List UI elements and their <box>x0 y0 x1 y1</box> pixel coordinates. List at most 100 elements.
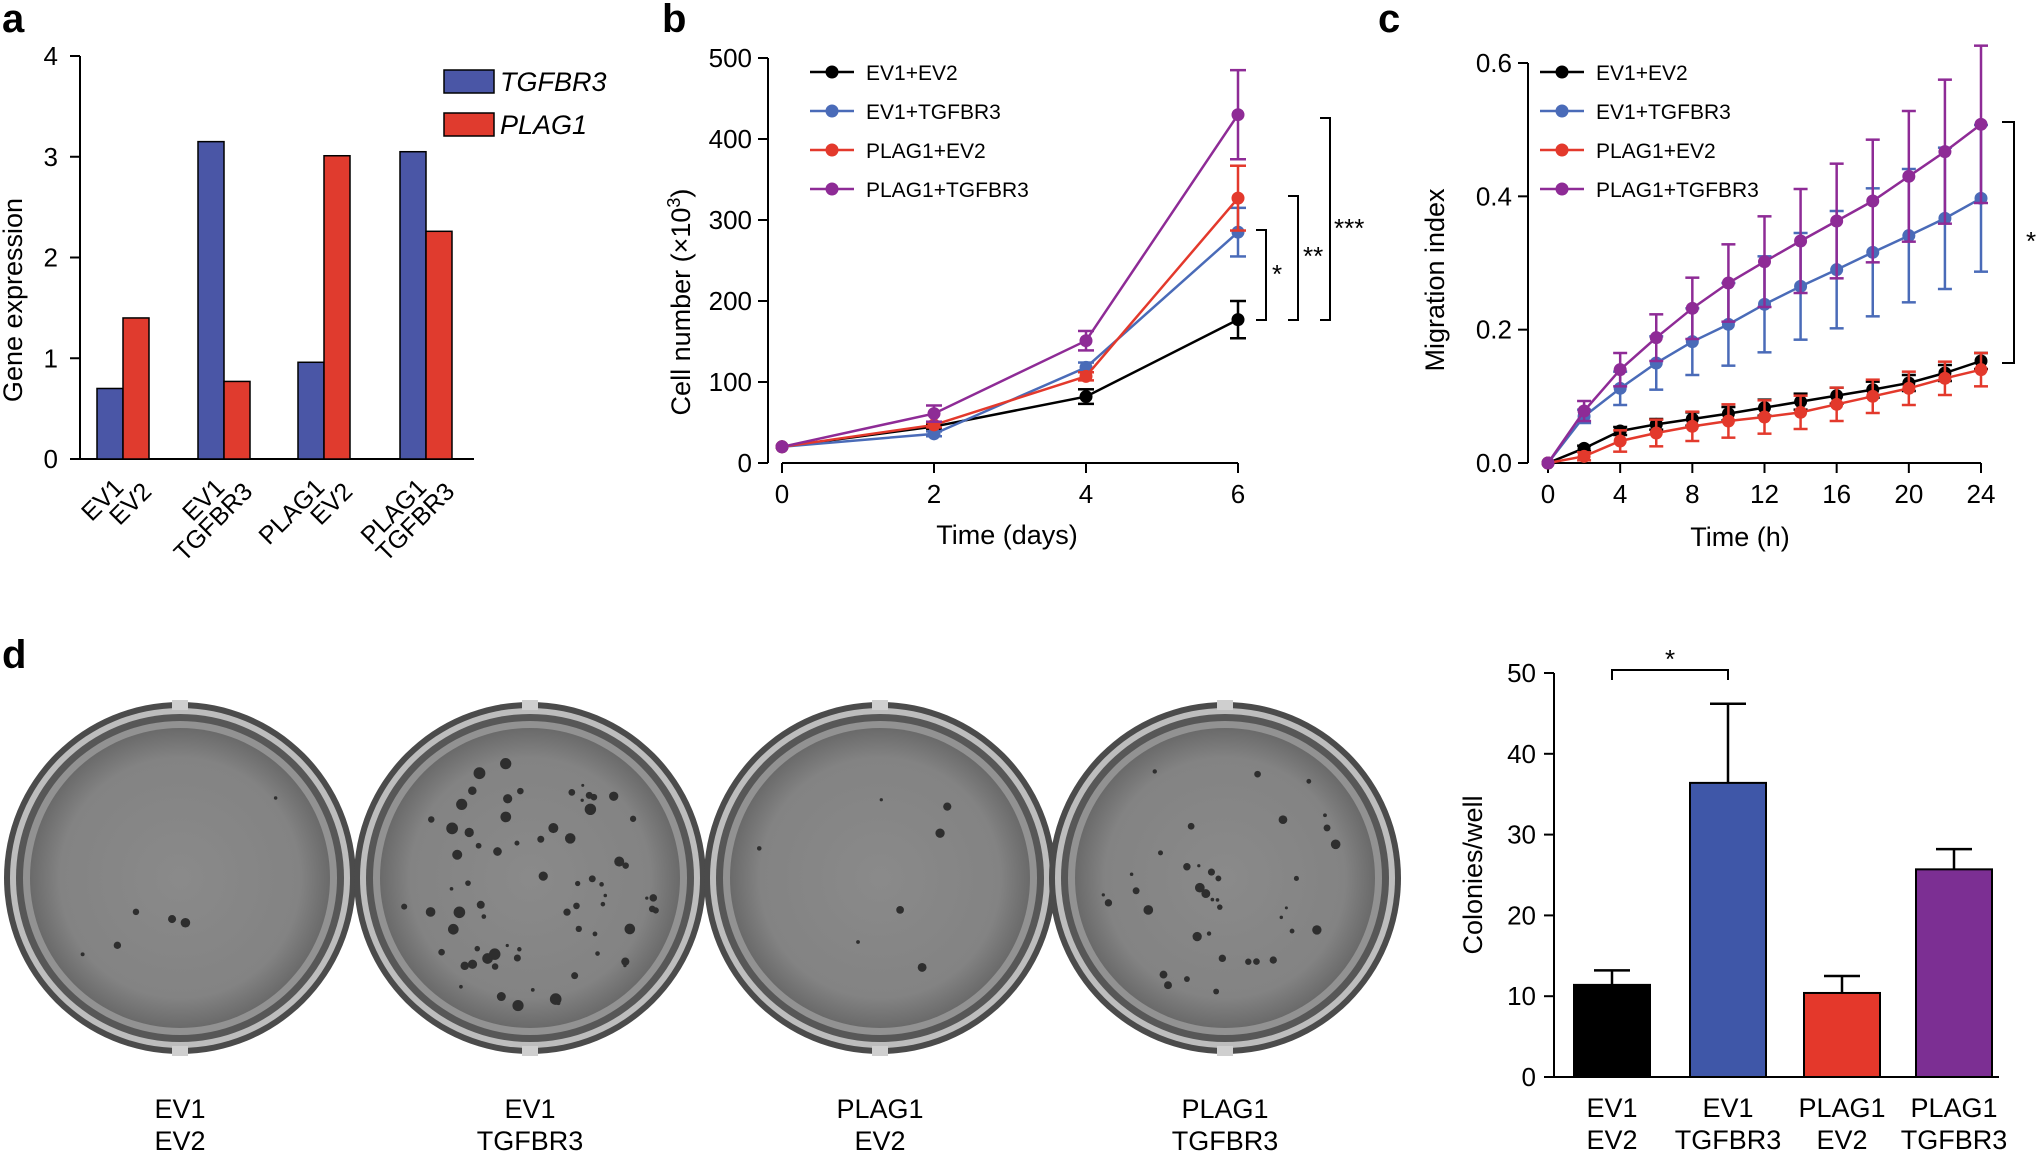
colony <box>1143 905 1154 915</box>
panel-c-xtick-label: 8 <box>1685 479 1699 509</box>
panel-d-ytick-label: 10 <box>1507 981 1536 1011</box>
panel-d-sig-label: * <box>1665 644 1675 674</box>
colony <box>496 992 506 1002</box>
panel-b-line-plag1-tgfbr3 <box>781 114 1240 449</box>
plate-tab <box>1217 1046 1233 1056</box>
colony <box>1164 981 1172 990</box>
panel-b-xtick-label: 0 <box>775 479 789 509</box>
panel-a-ylabel: Gene expression <box>0 198 28 402</box>
colony <box>1312 925 1322 935</box>
colony <box>273 796 278 800</box>
colony <box>622 862 629 869</box>
panel-b-xtick-label: 2 <box>927 479 941 509</box>
panel-b-legend-label-plag1-ev2: PLAG1+EV2 <box>866 140 986 163</box>
panel-a-bar-plag1 <box>223 380 251 460</box>
panel-c-point-plag1-ev2 <box>1613 434 1627 448</box>
panel-a-bar-chart: Gene expression TGFBR3 PLAG1 01234EV1EV2… <box>0 41 607 567</box>
colony <box>614 856 625 867</box>
panel-a-bar-tgfbr3 <box>197 140 225 460</box>
panel-a-ytick-label: 4 <box>44 41 58 71</box>
colony <box>580 798 584 802</box>
panel-a-ytick-label: 2 <box>44 243 58 273</box>
colony <box>474 945 481 952</box>
panel-c-xlabel: Time (h) <box>1690 522 1790 552</box>
panel-c-point-plag1-tgfbr3 <box>1613 363 1627 377</box>
colony <box>488 948 501 960</box>
colony <box>512 999 524 1012</box>
colony <box>595 951 600 956</box>
panel-c-point-plag1-tgfbr3 <box>1541 456 1555 470</box>
panel-b-xlabel: Time (days) <box>936 520 1078 550</box>
panel-b-legend-label-plag1-tgfbr3: PLAG1+TGFBR3 <box>866 179 1029 202</box>
panel-a-bar-tgfbr3 <box>96 387 124 460</box>
panel-b-ylabel-sup: 3 <box>664 198 684 208</box>
panel-d-ytick-label: 0 <box>1522 1062 1536 1092</box>
panel-a-bar-plag1 <box>122 317 150 460</box>
colony <box>1195 882 1205 893</box>
panel-d-xtick-label: EV1 <box>1586 1093 1637 1123</box>
panel-b-xtick-label: 6 <box>1231 479 1245 509</box>
panel-a-bar-tgfbr3 <box>297 361 325 460</box>
colony <box>452 849 463 860</box>
panel-c-legend-label-ev1-ev2: EV1+EV2 <box>1596 62 1688 85</box>
panel-b-legend-marker-ev1-ev2 <box>825 65 839 79</box>
colony <box>568 788 576 796</box>
panel-b-line-ev1-tgfbr3 <box>781 231 1239 449</box>
colony <box>1197 864 1201 868</box>
colony <box>1279 915 1284 920</box>
panel-d-xtick-label: EV2 <box>1586 1125 1637 1155</box>
colony <box>1215 898 1220 902</box>
colony <box>856 940 860 944</box>
colony <box>453 906 466 919</box>
sig-bracket-1 <box>1256 229 1267 321</box>
colony <box>476 900 485 909</box>
colony <box>80 952 85 957</box>
sig-label-1: * <box>1272 259 1282 289</box>
panel-b-point-plag1-ev2 <box>1079 369 1093 383</box>
colony <box>1218 954 1227 963</box>
colony <box>1159 970 1168 979</box>
colony <box>447 923 459 935</box>
panel-b-point-ev1-ev2 <box>1079 390 1093 404</box>
panel-b-line-plag1-ev2 <box>781 197 1239 449</box>
colony <box>648 905 656 913</box>
colony <box>425 907 436 917</box>
panel-c-ytick-label: 0.4 <box>1476 181 1512 211</box>
panel-c-point-plag1-tgfbr3 <box>1685 301 1699 315</box>
panel-d-ylabel: Colonies/well <box>1458 795 1488 954</box>
colony <box>1129 872 1134 876</box>
panel-c-point-plag1-tgfbr3 <box>1974 117 1988 131</box>
colony <box>1330 839 1341 850</box>
colony <box>514 840 520 846</box>
panel-c-xtick-label: 24 <box>1967 479 1996 509</box>
colony <box>180 918 191 928</box>
plate-agar <box>1075 728 1375 1028</box>
colony <box>1323 813 1327 818</box>
panel-c-point-plag1-ev2 <box>1794 405 1808 419</box>
legend-label-plag1: PLAG1 <box>500 110 587 140</box>
colony <box>1187 822 1195 830</box>
panel-c-xtick-label: 12 <box>1750 479 1779 509</box>
colony <box>1206 931 1212 936</box>
panel-c-xtick-label: 20 <box>1894 479 1923 509</box>
colony <box>1157 850 1163 856</box>
panel-b-ytick-label: 400 <box>709 124 752 154</box>
colony <box>581 783 585 787</box>
panel-c-point-plag1-ev2 <box>1577 449 1591 463</box>
panel-c-legend-marker-ev1-tgfbr3 <box>1555 104 1569 118</box>
colony <box>1207 868 1215 876</box>
plate-label-line2: TGFBR3 <box>1172 1126 1279 1156</box>
plate-label-line2: TGFBR3 <box>477 1126 584 1156</box>
colony <box>517 947 522 952</box>
plate-tab <box>522 1046 538 1056</box>
colony <box>500 811 512 823</box>
panel-c-xtick-label: 16 <box>1822 479 1851 509</box>
colony <box>491 963 499 970</box>
panel-c-point-plag1-tgfbr3 <box>1577 404 1591 418</box>
colony <box>592 931 598 937</box>
colony <box>475 842 482 849</box>
panel-label-b: b <box>662 0 686 41</box>
panel-b-point-ev1-ev2 <box>1231 313 1245 327</box>
panel-d-ytick-label: 20 <box>1507 900 1536 930</box>
panel-b-ylabel-end: ) <box>666 189 696 198</box>
